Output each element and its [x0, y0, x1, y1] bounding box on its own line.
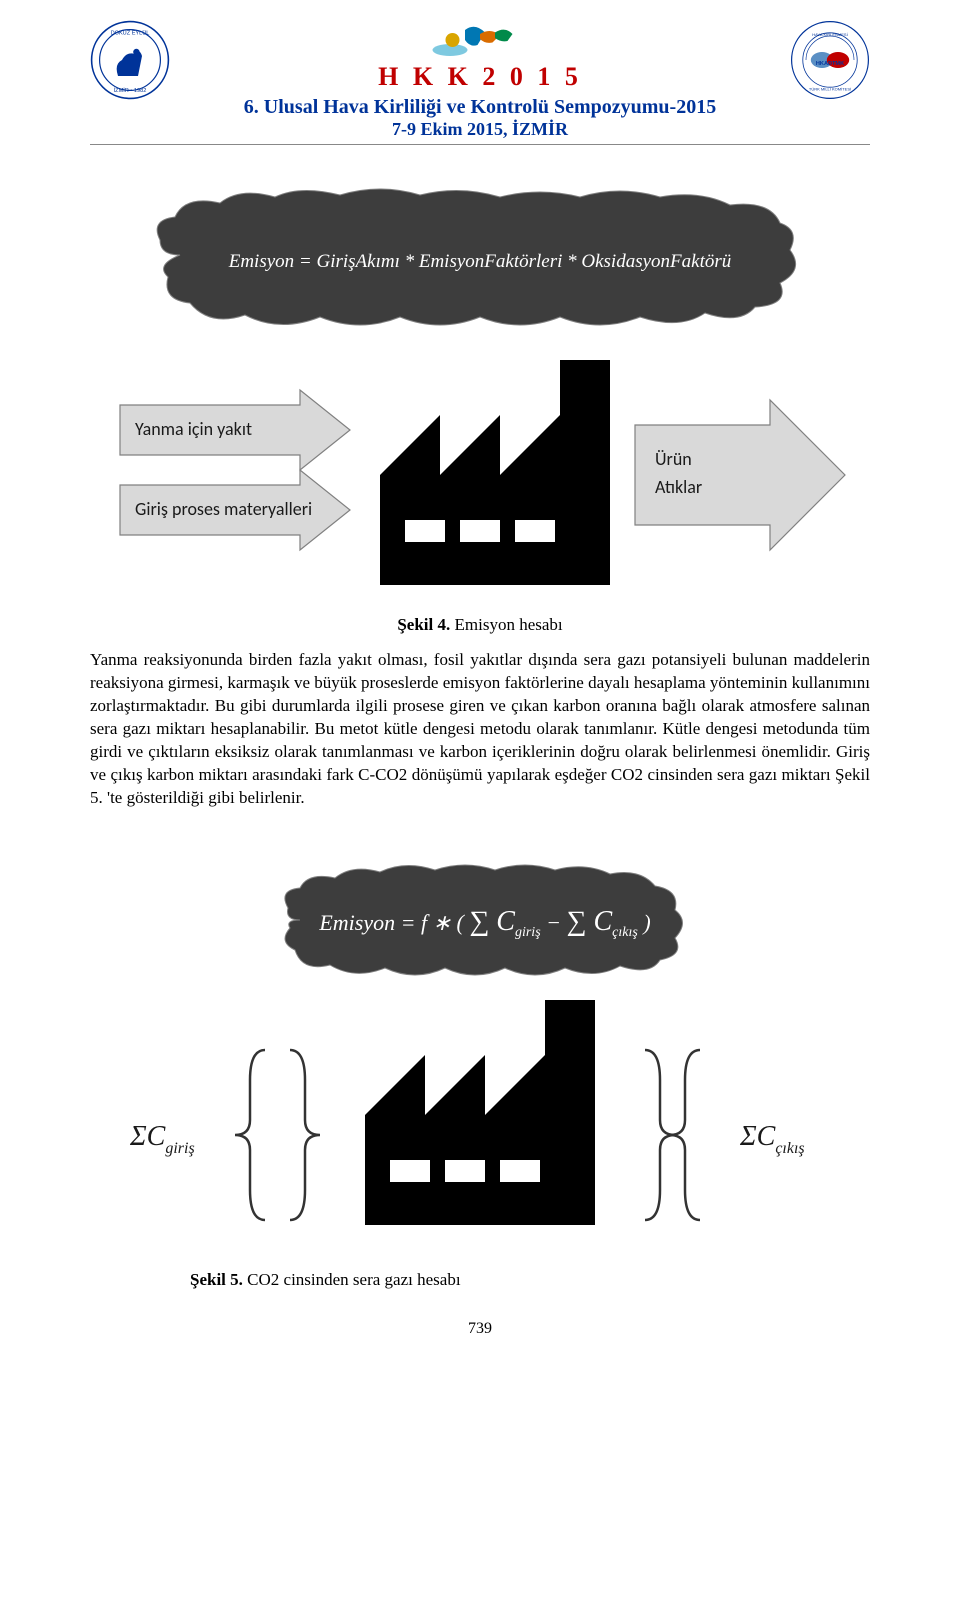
- header-divider: [90, 144, 870, 145]
- input-arrow-bottom: Giriş proses materyalleri: [120, 470, 350, 550]
- figure-4: Emisyon = GirişAkımı * EmisyonFaktörleri…: [90, 185, 870, 605]
- right-brace: ΣCçıkış: [645, 1050, 805, 1220]
- left-university-logo: DOKUZ EYLÜL İZMİR • 1982: [90, 20, 170, 100]
- emission-cloud-2: Emisyon = f ∗ ( ∑ Cgiriş − ∑ Cçıkış ): [285, 865, 683, 975]
- symposium-subtitle: 7-9 Ekim 2015, İZMİR: [170, 119, 790, 140]
- sigma-in-label: ΣCgiriş: [129, 1121, 195, 1157]
- symposium-title: 6. Ulusal Hava Kirliliği ve Kontrolü Sem…: [170, 96, 790, 119]
- document-header: DOKUZ EYLÜL İZMİR • 1982 H K K 2 0 1 5 6…: [90, 20, 870, 140]
- figure-5: Emisyon = f ∗ ( ∑ Cgiriş − ∑ Cçıkış ) ΣC…: [90, 860, 870, 1240]
- output-arrow: Ürün Atıklar: [635, 400, 845, 550]
- kingfisher-logo-icon: [430, 20, 530, 60]
- figure-5-caption: Şekil 5. CO2 cinsinden sera gazı hesabı: [90, 1270, 870, 1290]
- svg-text:DOKUZ EYLÜL: DOKUZ EYLÜL: [111, 29, 150, 36]
- caption-5-text: CO2 cinsinden sera gazı hesabı: [243, 1270, 461, 1289]
- emission-cloud: Emisyon = GirişAkımı * EmisyonFaktörleri…: [157, 189, 795, 325]
- right-committee-logo: HKADTMK HAVA KİRLENMESİ TÜRK MİLLİ KOMİT…: [790, 20, 870, 100]
- arrow-label-waste: Atıklar: [655, 476, 702, 498]
- left-brace: ΣCgiriş: [129, 1050, 320, 1220]
- cloud-formula-text: Emisyon = GirişAkımı * EmisyonFaktörleri…: [228, 251, 732, 272]
- caption-5-bold: Şekil 5.: [190, 1270, 243, 1289]
- header-center-block: H K K 2 0 1 5 6. Ulusal Hava Kirliliği v…: [170, 20, 790, 140]
- arrow-label-product: Ürün: [655, 448, 692, 470]
- factory-icon-2: [365, 1000, 595, 1225]
- page-number: 739: [90, 1320, 870, 1338]
- factory-icon: [380, 360, 610, 585]
- figure-4-caption: Şekil 4. Emisyon hesabı: [90, 615, 870, 635]
- svg-text:HKADTMK: HKADTMK: [816, 61, 844, 67]
- body-paragraph: Yanma reaksiyonunda birden fazla yakıt o…: [90, 649, 870, 810]
- svg-text:İZMİR • 1982: İZMİR • 1982: [114, 87, 147, 94]
- hkk-title: H K K 2 0 1 5: [170, 62, 790, 92]
- svg-text:HAVA KİRLENMESİ: HAVA KİRLENMESİ: [812, 32, 847, 37]
- input-arrow-top: Yanma için yakıt: [120, 390, 350, 470]
- arrow-label-fuel: Yanma için yakıt: [135, 418, 252, 440]
- caption-4-bold: Şekil 4.: [397, 615, 450, 634]
- arrow-label-materials: Giriş proses materyalleri: [135, 498, 312, 520]
- cloud-formula-2: Emisyon = f ∗ ( ∑ Cgiriş − ∑ Cçıkış ): [318, 906, 650, 940]
- sigma-out-label: ΣCçıkış: [739, 1121, 805, 1157]
- caption-4-text: Emisyon hesabı: [450, 615, 562, 634]
- svg-text:TÜRK MİLLİ KOMİTESİ: TÜRK MİLLİ KOMİTESİ: [809, 86, 851, 91]
